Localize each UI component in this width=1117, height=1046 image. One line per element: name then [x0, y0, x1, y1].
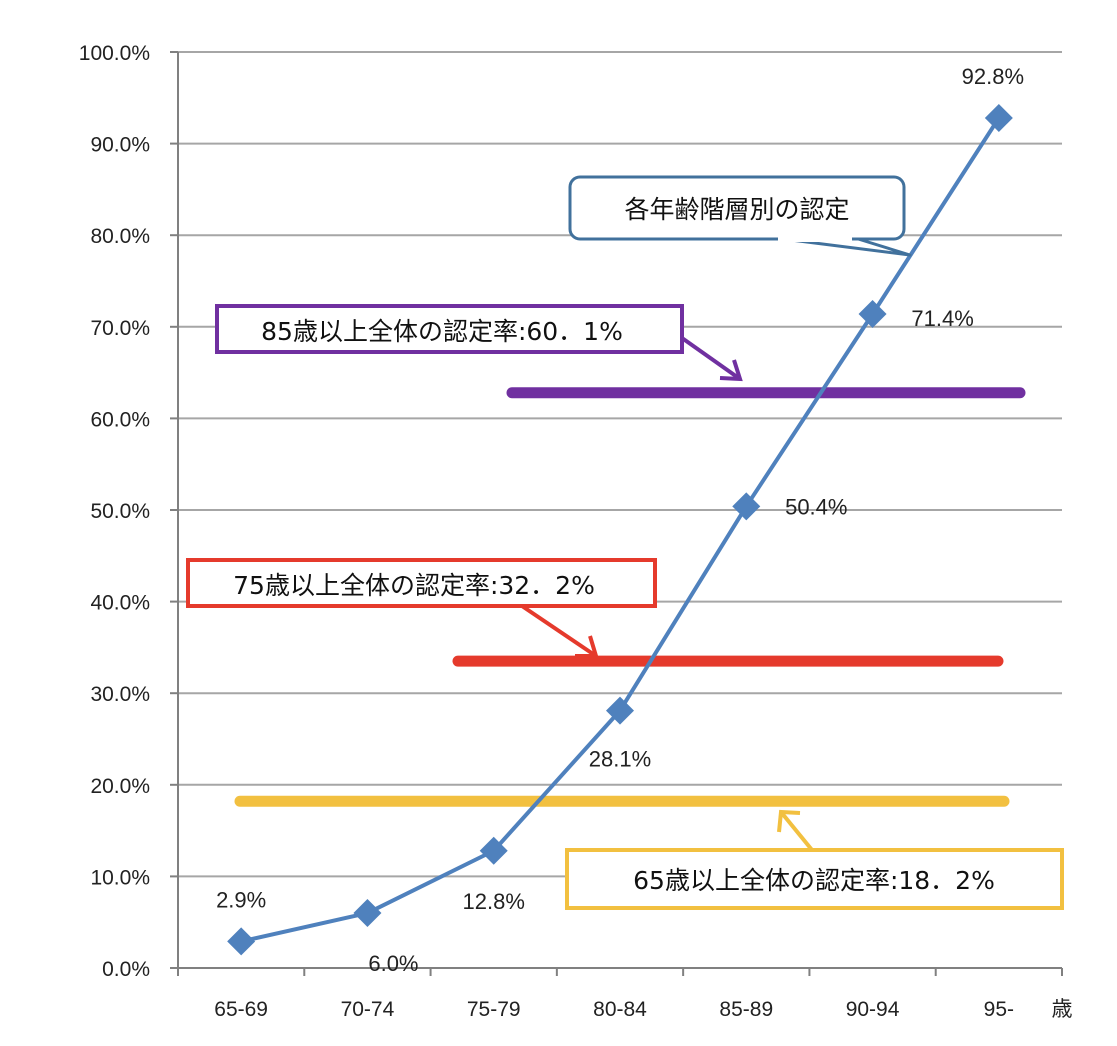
series-markers	[227, 103, 1013, 956]
y-tick-label: 50.0%	[90, 500, 150, 523]
y-tick-label: 80.0%	[90, 225, 150, 248]
data-label: 12.8%	[463, 889, 525, 914]
x-tick-label: 90-94	[846, 998, 900, 1021]
y-tick-label: 100.0%	[79, 42, 150, 65]
y-tick-label: 60.0%	[90, 408, 150, 431]
data-point	[479, 836, 508, 865]
y-tick-label: 20.0%	[90, 775, 150, 798]
data-label: 28.1%	[589, 747, 651, 772]
callout-85-plus-label: 85歳以上全体の認定率:60．1%	[261, 317, 623, 346]
y-tick-label: 40.0%	[90, 592, 150, 615]
data-labels: 2.9% 6.0% 12.8% 28.1% 50.4% 71.4% 92.8%	[216, 64, 1024, 976]
data-label: 6.0%	[368, 951, 418, 976]
data-point	[227, 927, 256, 956]
data-point	[732, 492, 761, 521]
y-tick-label: 30.0%	[90, 683, 150, 706]
data-label: 71.4%	[911, 306, 973, 331]
series-callout: 各年齢階層別の認定	[568, 175, 912, 257]
x-tick-label: 75-79	[467, 998, 521, 1021]
callout-85-plus-box	[215, 304, 684, 354]
y-tick-label: 70.0%	[90, 317, 150, 340]
x-axis-unit-label: 歳	[1052, 998, 1073, 1021]
y-tick-labels: 0.0% 10.0% 20.0% 30.0% 40.0% 50.0% 60.0% 70.0% 8…	[79, 42, 150, 981]
y-tick-label: 0.0%	[102, 958, 150, 981]
callout-75-plus: 75歳以上全体の認定率:32．2%	[186, 558, 657, 658]
x-tick-label: 85-89	[719, 998, 773, 1021]
series-callout-label: 各年齢階層別の認定	[624, 195, 849, 224]
x-tick-label: 70-74	[341, 998, 395, 1021]
x-tick-label: 80-84	[593, 998, 647, 1021]
x-tick-label: 95-	[984, 998, 1014, 1021]
data-label: 92.8%	[962, 64, 1024, 89]
callout-75-plus-box	[186, 558, 657, 608]
data-label: 2.9%	[216, 887, 266, 912]
y-tick-label: 10.0%	[90, 866, 150, 889]
data-point	[858, 299, 887, 328]
data-point	[606, 696, 634, 725]
series-callout-box	[568, 175, 906, 241]
reference-lines	[234, 387, 1026, 807]
data-point	[984, 103, 1013, 132]
data-label: 50.4%	[785, 494, 847, 519]
x-tick-label: 65-69	[214, 998, 268, 1021]
x-tick-labels: 65-69 70-74 75-79 80-84 85-89 90-94 95-	[214, 998, 1014, 1021]
callout-85-plus: 85歳以上全体の認定率:60．1%	[215, 304, 743, 382]
series-line	[240, 116, 1001, 944]
axes	[170, 51, 1063, 976]
callout-65-plus: 65歳以上全体の認定率:18．2%	[565, 809, 1064, 910]
callout-65-plus-box	[565, 848, 1064, 910]
data-point	[353, 899, 382, 928]
callout-65-plus-label: 65歳以上全体の認定率:18．2%	[633, 866, 995, 895]
series-polyline	[240, 116, 1001, 944]
callout-75-plus-label: 75歳以上全体の認定率:32．2%	[233, 571, 595, 600]
y-tick-label: 90.0%	[90, 134, 150, 157]
